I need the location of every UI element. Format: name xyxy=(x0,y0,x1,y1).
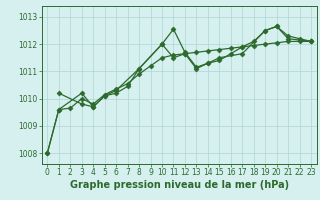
X-axis label: Graphe pression niveau de la mer (hPa): Graphe pression niveau de la mer (hPa) xyxy=(70,180,289,190)
